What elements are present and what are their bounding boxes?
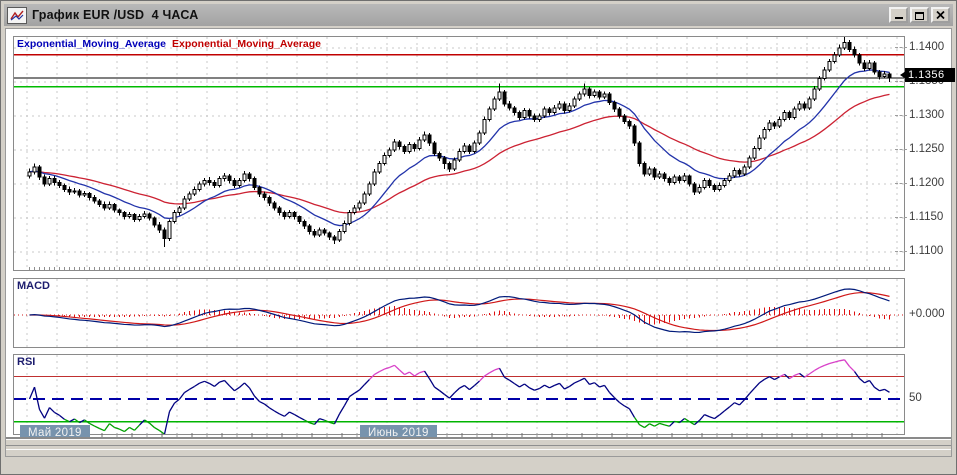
price-tick-mark [895, 149, 907, 150]
ema-legend: Exponential_Moving_Average Exponential_Mo… [17, 38, 321, 50]
window-title: График EUR /USD 4 ЧАСА [32, 8, 199, 22]
current-price-badge: 1.1356 [905, 68, 955, 82]
window-bottom-edge[interactable] [6, 439, 951, 456]
month-badge-may: Май 2019 [20, 425, 90, 442]
rsi-label: RSI [17, 356, 36, 368]
minimize-button[interactable] [889, 7, 908, 23]
rsi-middle-label: 50 [909, 392, 922, 404]
close-button[interactable] [931, 7, 950, 23]
title-bar[interactable]: График EUR /USD 4 ЧАСА [4, 4, 953, 26]
price-tick-mark [895, 251, 907, 252]
price-panel[interactable] [13, 36, 905, 271]
price-tick-label: 1.1100 [909, 245, 944, 257]
price-tick-mark [895, 217, 907, 218]
rsi-panel[interactable] [13, 354, 905, 435]
macd-panel[interactable] [13, 278, 905, 348]
current-price-pointer [900, 71, 906, 79]
price-tick-label: 1.1250 [909, 143, 945, 155]
macd-zero-label: +0.000 [909, 308, 945, 320]
price-tick-mark [895, 115, 907, 116]
ema-slow-label: Exponential_Moving_Average [171, 38, 321, 50]
close-icon [936, 11, 945, 19]
price-tick-mark [895, 81, 907, 82]
price-tick-label: 1.1300 [909, 109, 945, 121]
macd-label: MACD [17, 280, 50, 292]
price-tick-label: 1.1400 [909, 41, 945, 53]
chart-client-area: Exponential_Moving_Average Exponential_Mo… [5, 28, 955, 457]
price-tick-mark [895, 47, 907, 48]
price-tick-label: 1.1150 [909, 211, 944, 223]
maximize-icon [915, 12, 924, 20]
maximize-button[interactable] [910, 7, 929, 23]
chart-icon [7, 6, 27, 24]
price-tick-label: 1.1200 [909, 177, 945, 189]
month-badge-june: Июнь 2019 [360, 425, 437, 442]
price-tick-mark [895, 183, 907, 184]
ema-fast-label: Exponential_Moving_Average [17, 38, 166, 50]
minimize-icon [894, 17, 903, 19]
